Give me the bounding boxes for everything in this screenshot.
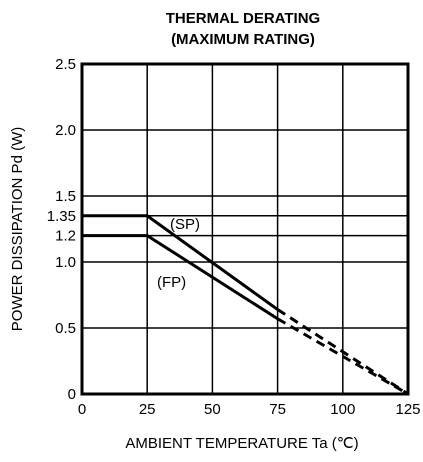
x-tick-label: 125 [395, 401, 420, 418]
y-tick-label: 1.2 [55, 228, 76, 245]
x-axis-label: AMBIENT TEMPERATURE Ta (℃) [125, 435, 358, 452]
grid-lines [81, 63, 409, 395]
y-axis-label: POWER DISSIPATION Pd (W) [9, 127, 26, 331]
y-tick-label: 0 [68, 386, 76, 403]
x-tick-label: 0 [78, 401, 86, 418]
x-tick-labels: 0 25 50 75 100 125 [78, 401, 421, 418]
series-line-sp [82, 214, 279, 311]
series-label-sp: (SP) [170, 216, 200, 233]
chart-title: THERMAL DERATING [166, 10, 320, 27]
chart-subtitle: (MAXIMUM RATING) [171, 31, 315, 48]
y-tick-label: 1.35 [47, 208, 76, 225]
series-line-fp [82, 234, 279, 321]
series-extrapolation-fp [276, 317, 409, 396]
y-tick-label: 2.0 [55, 122, 76, 139]
series-label-fp: (FP) [157, 274, 186, 291]
x-tick-label: 100 [330, 401, 355, 418]
y-tick-labels: 0 0.5 1.0 1.2 1.35 1.5 2.0 2.5 [47, 56, 76, 403]
y-tick-label: 2.5 [55, 56, 76, 73]
x-tick-label: 50 [204, 401, 221, 418]
x-tick-label: 25 [139, 401, 156, 418]
y-tick-label: 1.5 [55, 188, 76, 205]
y-tick-label: 0.5 [55, 320, 76, 337]
x-tick-label: 75 [269, 401, 286, 418]
series-lines [82, 214, 409, 396]
series-extrapolation-sp [276, 308, 409, 396]
y-tick-label: 1.0 [55, 254, 76, 271]
plot-frame [80, 62, 410, 396]
